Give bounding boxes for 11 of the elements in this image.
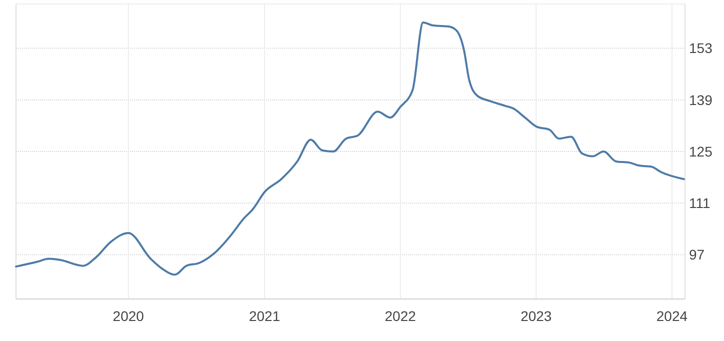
line-series <box>15 21 685 276</box>
x-tick-label: 2021 <box>248 308 280 324</box>
y-tick-label: 125 <box>689 143 713 160</box>
x-tick-label: 2023 <box>520 308 552 324</box>
y-tick-label: 139 <box>689 92 713 108</box>
x-tick-label: 2022 <box>384 308 416 324</box>
y-tick-label: 97 <box>689 246 705 263</box>
y-tick-label: 111 <box>689 195 710 212</box>
x-tick-label: 2024 <box>656 308 688 324</box>
x-tick-label: 2020 <box>112 308 144 324</box>
y-tick-label: 153 <box>689 40 713 56</box>
